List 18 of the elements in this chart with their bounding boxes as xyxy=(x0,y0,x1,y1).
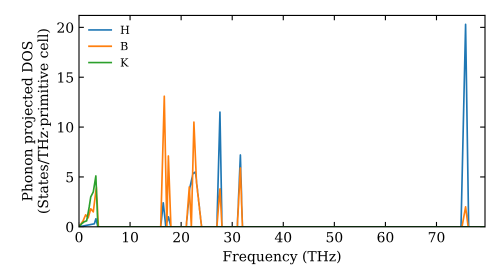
y-tick-label: 20 xyxy=(57,22,74,33)
x-axis-title: Frequency (THz) xyxy=(223,250,340,264)
legend-label: H xyxy=(120,26,130,34)
y-tick-label: 10 xyxy=(58,122,74,133)
x-tick-label: 20 xyxy=(173,232,190,242)
y-tick-label: 15 xyxy=(58,72,74,83)
x-tick-label: 50 xyxy=(326,232,342,242)
y-axis-title: Phonon projected DOS (States/THz·primitive cell) xyxy=(22,29,51,213)
x-tick-label: 10 xyxy=(122,232,138,242)
x-tick-label: 70 xyxy=(428,232,444,242)
legend-label: B xyxy=(120,42,128,50)
legend-label: K xyxy=(120,58,129,66)
x-tick-label: 30 xyxy=(224,232,240,242)
x-tick-label: 40 xyxy=(274,232,292,242)
y-tick-label: 5 xyxy=(66,172,74,182)
x-tick-label: 60 xyxy=(378,232,394,242)
x-tick-label: 0 xyxy=(75,232,82,242)
y-tick-label: 0 xyxy=(66,222,74,232)
